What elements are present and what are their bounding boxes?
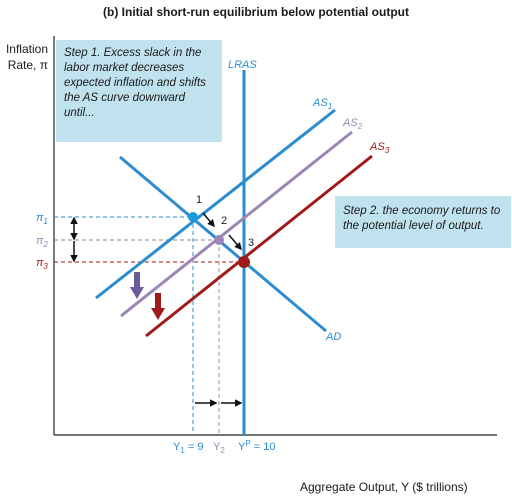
as2-curve: [120, 130, 353, 318]
point-3-label: 3: [248, 237, 254, 249]
move-arrow-1-2: [202, 212, 215, 228]
point-2-label: 2: [221, 215, 227, 227]
as-shift-arrow-purple: [130, 272, 144, 299]
ad-curve: [119, 155, 327, 333]
point-1-dot: [188, 212, 198, 222]
point-1-label: 1: [196, 194, 202, 206]
y-axis-label-line2: Rate, π: [7, 58, 48, 72]
point-3-dot: [238, 256, 250, 268]
y-axis-label: Inflation Rate, π: [2, 41, 48, 73]
yp-tick-label: YP = 10: [238, 439, 275, 453]
y-axis-label-line1: Inflation: [5, 42, 48, 56]
point-2-dot: [214, 235, 224, 245]
step2-callout: Step 2. the economy returns to the poten…: [335, 196, 511, 248]
step1-callout: Step 1. Excess slack in the labor market…: [56, 40, 222, 142]
as-shift-arrow-red: [151, 293, 165, 320]
as2-label: AS2: [342, 117, 363, 131]
move-arrow-2-3: [228, 234, 242, 251]
as3-curve: [145, 154, 373, 338]
ad-label: AD: [325, 331, 341, 343]
pi3-tick-label: π3: [36, 257, 48, 271]
as1-curve: [95, 108, 336, 300]
y2-tick-label: Y2: [213, 441, 225, 455]
pi2-tick-label: π2: [36, 235, 48, 249]
as1-label: AS1: [312, 97, 332, 111]
as3-label: AS3: [369, 141, 390, 155]
lras-label: LRAS: [228, 59, 257, 71]
y1-tick-label: Y1 = 9: [173, 441, 203, 455]
x-axis-label: Aggregate Output, Y ($ trillions): [300, 480, 468, 494]
diagram-title: (b) Initial short-run equilibrium below …: [103, 5, 409, 19]
pi1-tick-label: π1: [36, 212, 48, 226]
